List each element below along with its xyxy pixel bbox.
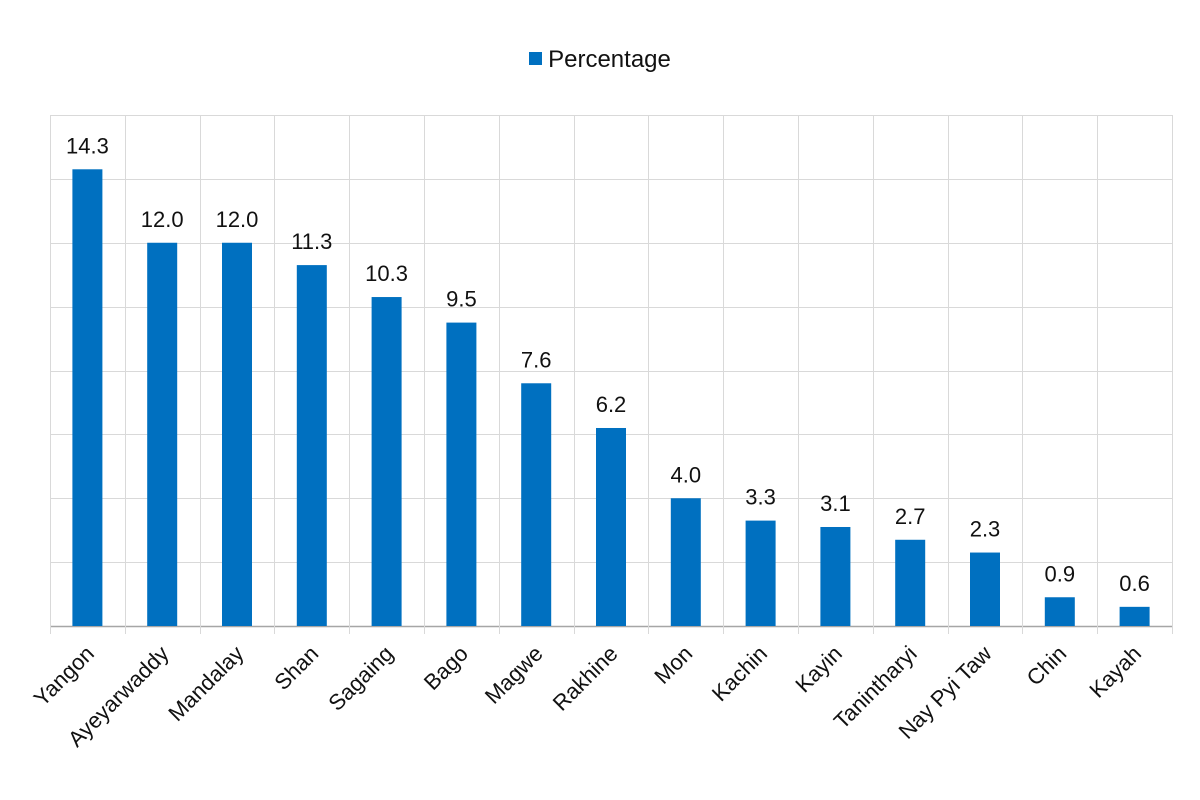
data-label: 10.3 <box>365 261 408 286</box>
bar <box>521 383 552 626</box>
x-tick-label: Kayah <box>1084 641 1146 703</box>
bar <box>1044 597 1075 626</box>
x-tick-label: Bago <box>419 641 473 695</box>
data-label: 4.0 <box>671 462 702 487</box>
x-tick-label: Magwe <box>480 641 548 709</box>
bar <box>296 265 327 626</box>
data-label: 2.7 <box>895 504 926 529</box>
data-label: 0.9 <box>1045 561 1076 586</box>
data-label: 12.0 <box>216 207 259 232</box>
bar <box>745 520 776 626</box>
data-label: 2.3 <box>970 517 1001 542</box>
bar <box>72 169 103 626</box>
x-tick-label: Sagaing <box>323 641 398 716</box>
data-label: 3.3 <box>745 485 776 510</box>
bar <box>446 322 477 626</box>
bar <box>820 526 851 626</box>
x-tick-label: Mon <box>649 641 697 689</box>
bar <box>895 539 926 626</box>
bar <box>1119 606 1150 626</box>
data-labels: 14.3 12.0 12.0 11.3 10.3 9.5 7.6 6.2 4.0 3.3 3.1 2.… <box>66 133 1150 596</box>
x-tick-label: Chin <box>1022 641 1072 691</box>
data-label: 11.3 <box>291 229 332 254</box>
bar <box>670 498 701 626</box>
x-tick-label: Yangon <box>29 641 99 711</box>
x-tick-label: Kayin <box>790 641 847 698</box>
bar <box>147 242 178 626</box>
bars <box>72 169 1150 626</box>
legend-label: Percentage <box>548 46 671 73</box>
x-tick-label: Rakhine <box>548 641 623 716</box>
legend: Percentage <box>0 46 1200 74</box>
data-label: 0.6 <box>1119 571 1150 596</box>
data-label: 12.0 <box>141 207 184 232</box>
legend-swatch <box>529 52 543 65</box>
bar <box>222 242 252 626</box>
bar <box>371 297 402 626</box>
x-tick-label: Shan <box>269 641 323 695</box>
x-tick-label: Kachin <box>707 641 772 706</box>
data-label: 9.5 <box>446 287 477 312</box>
gridlines <box>50 115 1173 634</box>
data-label: 7.6 <box>521 347 552 372</box>
bar <box>970 552 1000 626</box>
bar <box>596 427 626 626</box>
x-tick-label: Mandalay <box>163 641 248 726</box>
data-label: 6.2 <box>596 392 627 417</box>
data-label: 3.1 <box>820 491 851 516</box>
data-label: 14.3 <box>66 133 109 158</box>
